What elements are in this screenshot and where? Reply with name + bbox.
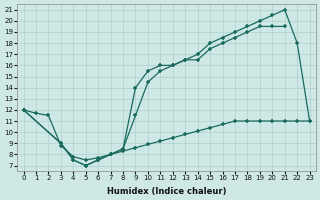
X-axis label: Humidex (Indice chaleur): Humidex (Indice chaleur) — [107, 187, 226, 196]
